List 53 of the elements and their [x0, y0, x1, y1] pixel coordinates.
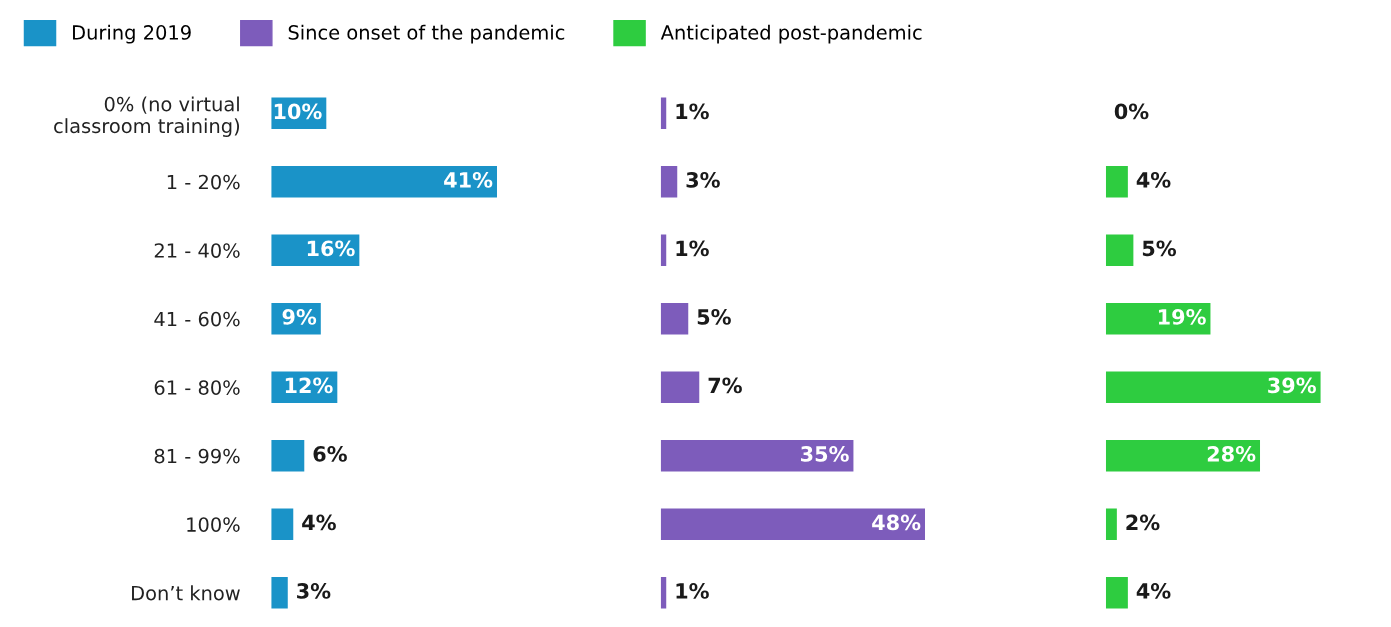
legend-label: During 2019 [73, 24, 191, 44]
data-label: 0% [1114, 103, 1149, 120]
bar [660, 302, 689, 335]
data-label: 41% [444, 172, 493, 188]
data-label: 7% [708, 377, 742, 394]
bar [660, 576, 667, 609]
data-label: 1% [676, 103, 709, 120]
data-label: 28% [1207, 446, 1256, 462]
data-label: 5% [697, 309, 731, 325]
data-label: 19% [1158, 309, 1206, 325]
data-label: 35% [801, 446, 849, 462]
bar [271, 576, 288, 609]
y-tick-label: 61 - 80% [154, 380, 240, 395]
data-label: 48% [872, 514, 921, 531]
y-tick-label: 100% [187, 517, 240, 532]
data-label: 39% [1268, 377, 1316, 394]
bar [1105, 371, 1321, 403]
legend-label: Since onset of the pandemic [288, 24, 565, 44]
y-tick-label: 0% (no virtual classroom training) [54, 96, 240, 137]
data-label: 4% [1136, 583, 1171, 599]
data-label: 12% [285, 377, 333, 394]
data-label: 9% [282, 309, 317, 325]
data-label: 1% [676, 583, 709, 599]
bar [271, 508, 294, 540]
y-tick-label: 41 - 60% [154, 311, 240, 327]
data-label: 6% [313, 446, 347, 462]
bar [271, 165, 497, 198]
bar [660, 371, 700, 403]
bar [660, 234, 667, 266]
data-label: 5% [1142, 240, 1177, 257]
bar [1105, 234, 1134, 266]
data-label: 2% [1126, 514, 1160, 531]
data-label: 4% [1136, 172, 1171, 188]
bar [271, 439, 305, 472]
bar [1105, 508, 1117, 540]
bar [660, 165, 678, 198]
y-tick-label: 1 - 20% [167, 174, 240, 190]
data-label: 3% [686, 172, 720, 188]
bar [1105, 165, 1128, 198]
data-label: 16% [307, 240, 355, 257]
data-label: 1% [676, 240, 709, 257]
legend-label: Anticipated post-pandemic [660, 24, 922, 44]
data-label: 10% [274, 103, 322, 120]
data-label: 3% [297, 583, 331, 599]
bar [1105, 439, 1261, 472]
bar [1105, 576, 1128, 609]
y-tick-label: 21 - 40% [154, 243, 240, 258]
bar [660, 439, 854, 472]
y-tick-label: 81 - 99% [154, 448, 240, 464]
bar [660, 97, 667, 129]
bar [660, 508, 926, 540]
y-tick-label: Don’t know [132, 585, 240, 601]
data-label: 4% [302, 514, 336, 531]
